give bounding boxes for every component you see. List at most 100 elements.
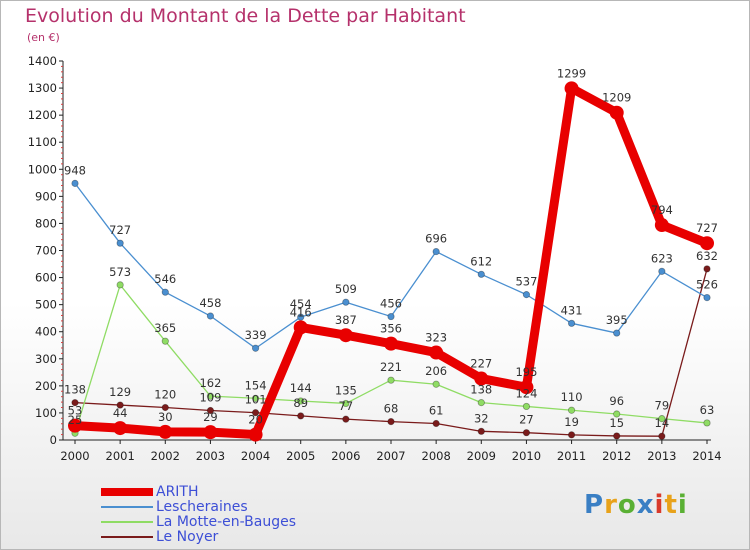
data-point-la-motte-en-bauges: [658, 415, 666, 423]
legend-label-lescheraines: Lescheraines: [156, 499, 248, 515]
data-label-arith: 53: [68, 404, 83, 418]
x-tick-label: 2004: [241, 449, 270, 463]
data-label-arith: 356: [380, 322, 402, 336]
data-point-la-motte-en-bauges: [206, 392, 215, 400]
data-point-le-noyer: [522, 429, 531, 437]
y-tick-label: 1200: [28, 108, 57, 122]
data-point-le-noyer: [342, 415, 350, 423]
data-label-arith: 794: [651, 203, 673, 217]
data-point-la-motte-en-bauges: [297, 397, 305, 405]
data-label-la-motte-en-bauges: 25: [68, 413, 83, 427]
data-label-le-noyer: 101: [245, 393, 267, 407]
logo-letter: P: [584, 490, 605, 520]
x-tick-label: 2011: [557, 449, 586, 463]
data-label-la-motte-en-bauges: 154: [245, 378, 267, 392]
logo-letter: i: [654, 490, 665, 520]
chart-subtitle: (en €): [27, 31, 60, 44]
data-label-arith: 1209: [602, 91, 631, 105]
data-point-la-motte-en-bauges: [432, 380, 440, 388]
x-tick-label: 2002: [151, 449, 180, 463]
legend-item-lescheraines: Lescheraines: [101, 499, 361, 515]
data-point-la-motte-en-bauges: [387, 376, 395, 384]
logo-letter: o: [617, 490, 637, 520]
y-tick-label: 1100: [28, 135, 57, 149]
data-label-le-noyer: 632: [696, 249, 718, 263]
x-tick-label: 2010: [512, 449, 541, 463]
data-label-lescheraines: 395: [606, 313, 628, 327]
data-point-la-motte-en-bauges: [251, 394, 260, 402]
data-label-lescheraines: 454: [290, 297, 312, 311]
data-label-la-motte-en-bauges: 573: [109, 265, 131, 279]
data-label-le-noyer: 19: [564, 415, 579, 429]
data-label-la-motte-en-bauges: 144: [290, 381, 312, 395]
data-point-lescheraines: [387, 312, 395, 321]
data-point-le-noyer: [432, 419, 440, 428]
x-tick-label: 2009: [467, 449, 496, 463]
y-tick-label: 900: [35, 189, 57, 203]
data-point-le-noyer: [161, 403, 169, 412]
data-label-lescheraines: 458: [199, 296, 221, 310]
data-point-arith: [609, 105, 624, 120]
data-point-le-noyer: [206, 406, 215, 415]
y-tick-label: 1000: [28, 162, 57, 176]
data-point-arith: [474, 371, 489, 386]
data-label-la-motte-en-bauges: 221: [380, 360, 402, 374]
legend-swatch-le-noyer: [101, 536, 153, 538]
chart-legend: ARITH Lescheraines La Motte-en-Bauges Le…: [101, 484, 361, 545]
data-label-lescheraines: 612: [470, 254, 492, 268]
y-tick-label: 300: [35, 352, 57, 366]
data-point-le-noyer: [703, 265, 711, 273]
data-point-lescheraines: [567, 319, 576, 327]
legend-item-le-noyer: Le Noyer: [101, 529, 361, 545]
x-tick-label: 2000: [60, 449, 89, 463]
data-point-lescheraines: [206, 312, 215, 320]
data-label-la-motte-en-bauges: 135: [335, 383, 357, 397]
data-point-le-noyer: [658, 432, 666, 440]
data-label-la-motte-en-bauges: 124: [515, 386, 537, 400]
data-point-arith: [384, 336, 398, 351]
data-label-la-motte-en-bauges: 138: [470, 383, 492, 397]
data-point-lescheraines: [251, 344, 260, 352]
data-label-arith: 195: [515, 365, 537, 379]
legend-label-la-motte-en-bauges: La Motte-en-Bauges: [156, 514, 297, 530]
data-point-lescheraines: [71, 179, 79, 187]
y-tick-label: 700: [35, 244, 57, 258]
data-point-la-motte-en-bauges: [477, 399, 485, 407]
data-point-la-motte-en-bauges: [161, 337, 169, 345]
data-point-le-noyer: [116, 401, 124, 409]
data-point-le-noyer: [387, 417, 395, 426]
data-label-arith: 1299: [557, 66, 586, 80]
y-tick-label: 400: [35, 325, 57, 339]
data-point-lescheraines: [342, 298, 350, 306]
x-tick-label: 2014: [692, 449, 721, 463]
data-label-lescheraines: 727: [109, 223, 131, 237]
data-label-la-motte-en-bauges: 63: [700, 403, 715, 417]
y-tick-label: 1300: [28, 81, 57, 95]
logo-letter: r: [604, 490, 618, 520]
data-point-arith: [338, 328, 353, 343]
data-label-le-noyer: 32: [474, 411, 489, 425]
data-point-arith: [68, 418, 82, 433]
data-label-le-noyer: 77: [339, 399, 354, 413]
logo-letter: t: [664, 490, 678, 520]
data-point-lescheraines: [613, 329, 621, 337]
data-point-arith: [654, 218, 669, 233]
data-label-arith: 29: [203, 410, 218, 424]
data-label-la-motte-en-bauges: 96: [609, 394, 624, 408]
legend-swatch-lescheraines: [101, 506, 153, 508]
data-point-arith: [429, 345, 444, 360]
data-point-lescheraines: [161, 288, 169, 296]
data-label-lescheraines: 623: [651, 251, 673, 265]
logo-letter: i: [677, 490, 688, 520]
data-label-la-motte-en-bauges: 79: [655, 399, 670, 413]
y-tick-label: 1400: [28, 54, 57, 68]
data-label-arith: 20: [248, 413, 263, 427]
y-tick-label: 0: [50, 433, 57, 447]
data-label-lescheraines: 431: [561, 303, 583, 317]
logo-letter: x: [636, 490, 655, 520]
data-point-le-noyer: [251, 409, 260, 417]
y-tick-label: 600: [35, 271, 57, 285]
data-label-la-motte-en-bauges: 110: [561, 390, 583, 404]
data-label-le-noyer: 109: [199, 390, 221, 404]
